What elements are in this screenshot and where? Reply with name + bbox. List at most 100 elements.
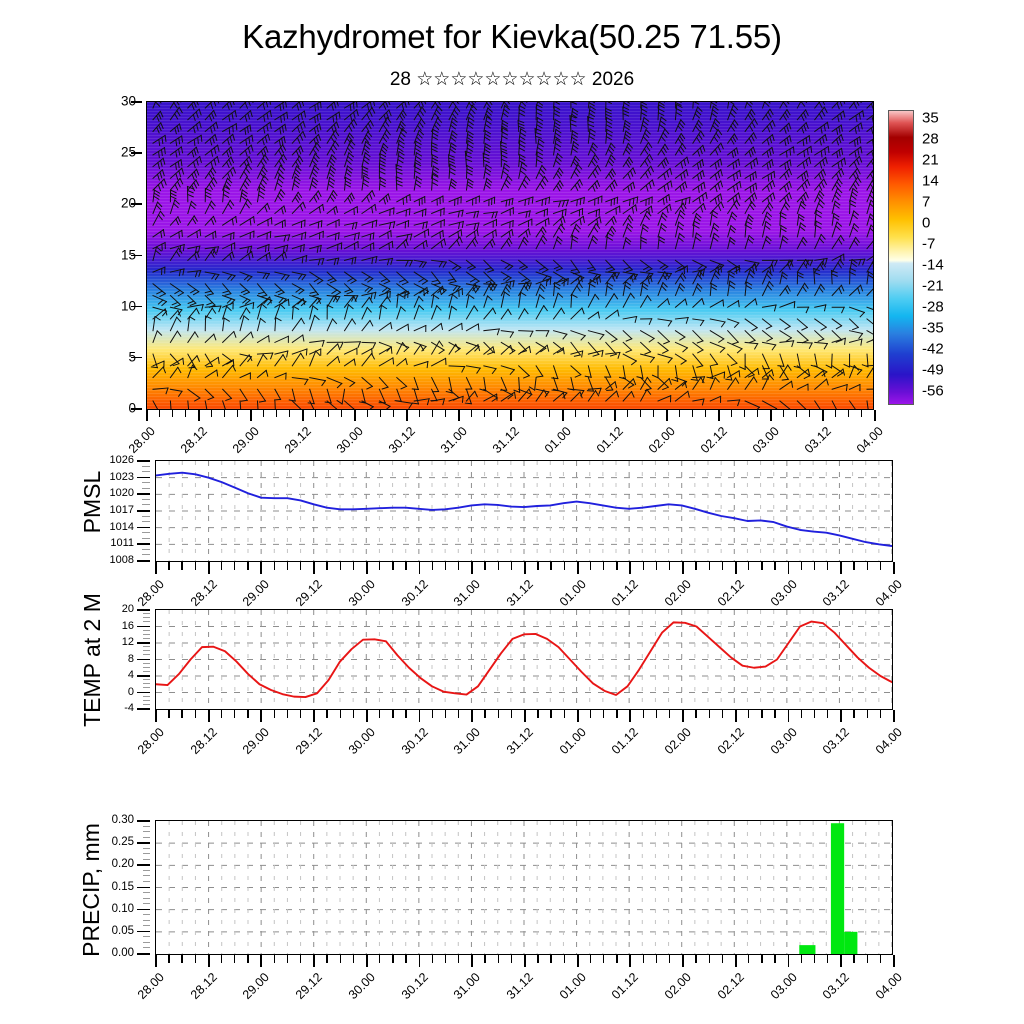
y-major-tick — [137, 658, 150, 660]
y-minor-tick — [143, 903, 150, 905]
precip-panel[interactable] — [155, 820, 893, 955]
x-minor-tick — [627, 410, 629, 417]
x-major-tick — [260, 955, 263, 967]
x-tick-label: 30.12 — [398, 970, 431, 1003]
x-minor-tick — [813, 710, 816, 718]
y-minor-tick — [143, 914, 150, 916]
y-minor-tick — [143, 699, 150, 701]
x-minor-tick — [159, 410, 161, 417]
x-tick-label: 29.00 — [240, 725, 273, 758]
y-major-tick — [137, 930, 150, 933]
x-minor-tick — [761, 710, 763, 718]
x-minor-tick — [827, 710, 829, 718]
x-tick-label: 31.00 — [451, 970, 484, 1003]
pmsl-panel[interactable] — [155, 460, 893, 562]
x-minor-tick — [405, 710, 407, 718]
x-minor-tick — [352, 562, 355, 570]
x-major-tick — [682, 710, 684, 722]
x-major-tick — [354, 410, 356, 421]
x-minor-tick — [800, 710, 803, 718]
x-minor-tick — [642, 710, 644, 718]
temp-2m-panel[interactable] — [155, 609, 893, 710]
grid — [156, 461, 892, 561]
y-tick-label: 0.05 — [111, 924, 134, 937]
page-subtitle: 28 ☆☆☆☆☆☆☆☆☆☆ 2026 — [0, 68, 1024, 91]
wind-temperature-cross-section[interactable] — [146, 101, 874, 410]
wind-barbs — [150, 102, 873, 409]
subtitle-day: 28 — [389, 69, 411, 90]
x-minor-tick — [708, 955, 710, 963]
y-minor-tick — [143, 941, 150, 943]
x-minor-tick — [273, 710, 275, 718]
x-minor-tick — [286, 562, 289, 570]
x-minor-tick — [563, 562, 565, 570]
precip-bar — [799, 945, 816, 954]
y-minor-tick — [143, 621, 150, 623]
x-major-tick — [614, 410, 616, 421]
x-tick-label: 04.00 — [872, 970, 905, 1003]
y-minor-tick — [143, 836, 150, 838]
x-minor-tick — [276, 410, 278, 417]
x-major-tick — [840, 562, 843, 574]
x-minor-tick — [194, 955, 196, 963]
grid — [156, 610, 892, 709]
x-minor-tick — [458, 562, 460, 570]
x-tick-label: 02.12 — [714, 725, 747, 758]
x-major-tick — [471, 562, 474, 574]
x-tick-label: 03.12 — [820, 970, 853, 1003]
page-title: Kazhydromet for Kievka(50.25 71.55) — [242, 18, 782, 55]
x-minor-tick — [286, 955, 289, 963]
y-minor-tick — [143, 629, 150, 631]
y-minor-tick — [143, 853, 150, 855]
y-minor-tick — [142, 498, 150, 500]
y-major-tick — [131, 356, 142, 359]
colorbar-tick: -7 — [922, 235, 936, 253]
colorbar-tick-labels: 35 28 21 14 7 0 -7 -14 -21 -28 -35 -42 -49 -56 — [922, 110, 992, 405]
x-minor-tick — [379, 562, 381, 570]
x-minor-tick — [194, 562, 196, 570]
x-major-tick — [418, 710, 421, 722]
x-minor-tick — [813, 562, 816, 570]
grid — [156, 821, 892, 954]
x-minor-tick — [458, 955, 460, 963]
x-minor-tick — [835, 410, 837, 417]
y-tick-label: 0.25 — [111, 836, 134, 849]
y-major-tick — [137, 675, 150, 677]
x-minor-tick — [783, 410, 785, 417]
y-minor-tick — [143, 897, 150, 899]
x-minor-tick — [224, 410, 226, 417]
x-major-tick — [840, 955, 843, 967]
y-major-tick — [137, 953, 150, 955]
x-major-tick — [250, 410, 252, 421]
x-minor-tick — [168, 955, 170, 963]
x-minor-tick — [879, 562, 882, 570]
x-minor-tick — [444, 710, 447, 718]
y-major-tick — [137, 560, 150, 562]
y-tick-label: 20 — [120, 195, 136, 211]
x-minor-tick — [640, 410, 642, 417]
x-minor-tick — [379, 955, 381, 963]
x-tick-label: 02.00 — [662, 725, 695, 758]
temperature-colorbar — [888, 110, 914, 405]
x-tick-label: 28.00 — [134, 970, 167, 1003]
x-minor-tick — [181, 710, 183, 718]
x-minor-tick — [796, 410, 798, 417]
y-tick-label: 25 — [120, 144, 136, 160]
x-minor-tick — [273, 562, 275, 570]
x-minor-tick — [603, 710, 605, 718]
x-minor-tick — [879, 710, 882, 718]
y-tick-label: 1026 — [109, 454, 134, 466]
x-minor-tick — [708, 562, 710, 570]
y-tick-label: 16 — [121, 619, 134, 632]
x-major-tick — [629, 562, 632, 574]
x-minor-tick — [393, 410, 395, 417]
x-major-tick — [629, 710, 632, 722]
x-minor-tick — [748, 710, 750, 718]
x-major-tick — [207, 955, 210, 967]
x-minor-tick — [299, 710, 302, 718]
y-tick-label: 4 — [127, 669, 134, 681]
x-major-tick — [524, 955, 526, 967]
y-major-tick — [137, 708, 150, 710]
y-tick-label: 10 — [120, 298, 136, 314]
y-major-tick — [131, 408, 142, 410]
